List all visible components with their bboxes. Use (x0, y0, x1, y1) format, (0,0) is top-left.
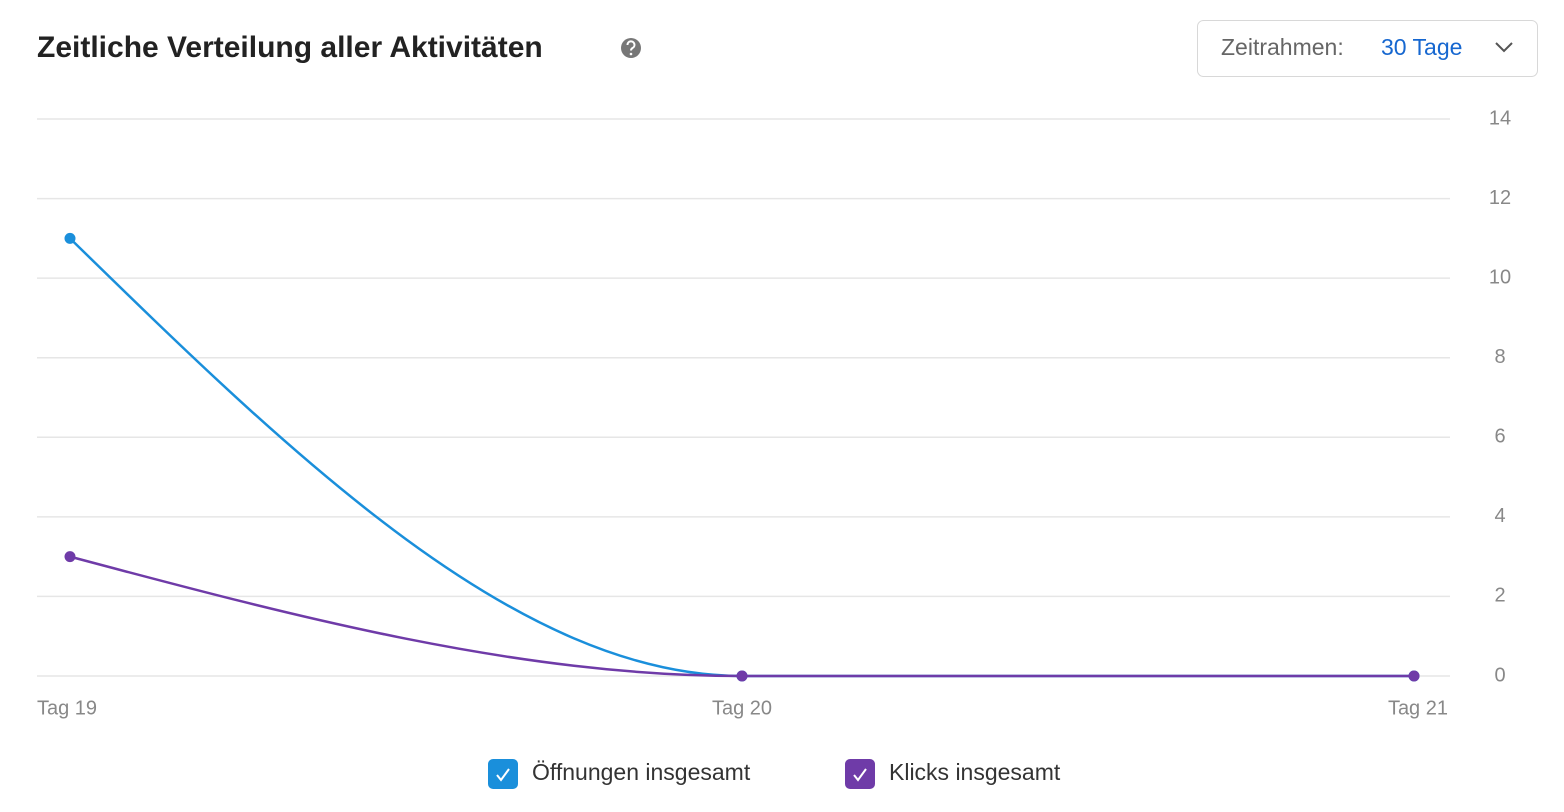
legend-item[interactable]: Öffnungen insgesamt (488, 759, 751, 789)
legend-check (496, 768, 510, 782)
timeframe-dropdown[interactable]: Zeitrahmen: 30 Tage (1197, 20, 1538, 77)
y-tick-label: 12 (1489, 187, 1511, 209)
dropdown-label: Zeitrahmen: (1221, 34, 1344, 60)
y-tick-label: 4 (1494, 505, 1505, 527)
data-point (64, 232, 76, 244)
y-tick-label: 0 (1494, 664, 1505, 686)
data-point (1408, 670, 1420, 682)
data-point (736, 670, 748, 682)
y-tick-label: 14 (1489, 107, 1511, 129)
legend-checkbox (845, 759, 875, 789)
help-icon-glyph (626, 40, 636, 51)
legend: Öffnungen insgesamt Klicks insgesamt (488, 759, 1061, 789)
x-tick-label: Tag 20 (712, 697, 772, 719)
help-icon[interactable] (621, 38, 641, 58)
chart-title: Zeitliche Verteilung aller Aktivitäten (37, 31, 543, 64)
legend-check (853, 768, 867, 782)
y-tick-label: 8 (1494, 346, 1505, 368)
x-tick-label: Tag 21 (1388, 697, 1448, 719)
legend-item[interactable]: Klicks insgesamt (845, 759, 1061, 789)
y-tick-label: 6 (1494, 426, 1505, 448)
x-tick-label: Tag 19 (37, 697, 97, 719)
legend-label: Klicks insgesamt (889, 759, 1061, 785)
legend-checkbox (488, 759, 518, 789)
legend-label: Öffnungen insgesamt (532, 759, 751, 785)
data-point (64, 551, 76, 563)
dropdown-chevron (1495, 42, 1513, 53)
series-line (69, 237, 1414, 678)
dropdown-value: 30 Tage (1381, 34, 1462, 60)
y-tick-label: 10 (1489, 266, 1511, 288)
y-tick-label: 2 (1494, 585, 1505, 607)
dropdown-box (1197, 20, 1538, 77)
series-line (69, 555, 1414, 678)
help-icon-dot (629, 52, 633, 56)
